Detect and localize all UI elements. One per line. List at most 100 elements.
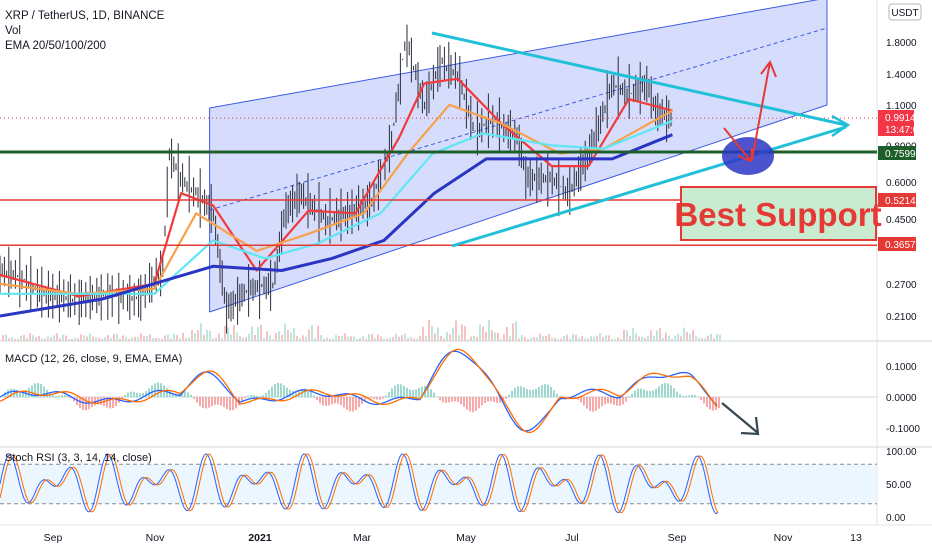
time-axis[interactable]: Sep Nov 2021 Mar May Jul Sep Nov 13 [44, 532, 862, 544]
svg-text:0.3657: 0.3657 [885, 240, 916, 251]
volume-bar [191, 330, 193, 341]
macd-histogram-bar [442, 397, 444, 403]
volume-bar [137, 337, 139, 341]
macd-histogram-bar [493, 397, 495, 403]
volume-bar [584, 338, 586, 341]
price-axis[interactable]: 1.80001.40001.10000.80000.60000.45000.37… [886, 38, 917, 323]
price-axis-label: 1.1000 [886, 101, 917, 112]
red-level-tag-1: 0.5214 [878, 193, 916, 207]
channel-lower-line[interactable] [209, 104, 828, 313]
macd-histogram-bar [16, 390, 18, 398]
macd-histogram-bar [616, 397, 618, 406]
volume-bar [518, 338, 520, 341]
volume-bar [284, 323, 286, 341]
macd-histogram-bar [598, 397, 600, 409]
volume-bar [188, 337, 190, 341]
volume-bar [185, 338, 187, 341]
volume-bar [203, 334, 205, 341]
volume-bar [17, 338, 19, 341]
volume-bar [287, 329, 289, 341]
volume-bar [425, 335, 427, 341]
volume-bar [176, 335, 178, 341]
volume-bar [692, 329, 694, 341]
macd-histogram-bar [412, 390, 414, 398]
volume-bar [707, 335, 709, 341]
ema-line-ema20 [0, 77, 673, 298]
volume-legend[interactable]: Vol [5, 25, 21, 37]
macd-histogram-bar [310, 391, 312, 398]
volume-bar [503, 334, 505, 341]
macd-histogram-bar [475, 397, 477, 411]
macd-histogram-bar [430, 389, 432, 398]
volume-bar [257, 327, 259, 341]
volume-bar [623, 329, 625, 341]
channel-mid-line[interactable] [209, 27, 828, 211]
macd-histogram-bar [100, 397, 102, 405]
best-support-box[interactable]: Best Support [674, 186, 882, 241]
volume-bar [602, 337, 604, 341]
trendlines[interactable] [431, 31, 851, 248]
volume-bar [677, 333, 679, 341]
macd-histogram-bar [409, 389, 411, 398]
volume-bar [638, 336, 640, 341]
macd-histogram-bar [130, 391, 132, 398]
macd-histogram-bar [7, 389, 9, 398]
regression-channel[interactable] [209, 0, 828, 313]
red-arrow-down[interactable] [723, 127, 751, 161]
macd-histogram-bar [643, 389, 645, 398]
drawn-arrows[interactable] [721, 59, 777, 436]
volume-bar [323, 338, 325, 341]
macd-histogram-bar [676, 391, 678, 398]
volume-bar [371, 334, 373, 341]
volume-bar [320, 335, 322, 341]
macd-down-arrow[interactable] [721, 402, 759, 434]
volume-bar [509, 336, 511, 341]
macd-histogram-bar [319, 397, 321, 404]
volume-bar [14, 338, 16, 341]
macd-histogram-bar [244, 397, 246, 399]
ema-legend[interactable]: EMA 20/50/100/200 [5, 40, 106, 52]
volume-bar [224, 325, 226, 341]
volume-bar [98, 337, 100, 341]
macd-histogram-bar [622, 397, 624, 405]
macd-histogram-bar [253, 395, 255, 398]
volume-bar [494, 332, 496, 341]
ascending-trendline[interactable] [451, 125, 847, 248]
currency-badge[interactable]: USDT [888, 3, 922, 21]
macd-histogram-bar [523, 387, 525, 398]
volume-bar [305, 336, 307, 341]
macd-histogram-bar [388, 392, 390, 398]
time-axis-label: 13 [850, 532, 862, 544]
stoch-d-line [0, 453, 719, 514]
volume-bar [452, 327, 454, 341]
price-axis-label: 0.2700 [886, 280, 917, 291]
volume-bar [110, 338, 112, 341]
macd-histogram-bar [436, 396, 438, 398]
volume-bar [260, 324, 262, 341]
volume-bar [77, 338, 79, 341]
macd-histogram-bar [322, 397, 324, 406]
macd-histogram-bar [172, 392, 174, 398]
macd-histogram-bar [556, 393, 558, 398]
volume-bar [41, 338, 43, 341]
macd-histogram-bar [355, 397, 357, 410]
volume-bar [146, 335, 148, 341]
macd-histogram-bar [358, 397, 360, 408]
macd-histogram-bar [193, 397, 195, 399]
macd-histogram-bar [454, 397, 456, 402]
macd-title[interactable]: MACD (12, 26, close, 9, EMA, EMA) [5, 353, 182, 365]
volume-bar [482, 326, 484, 341]
volume-bar [383, 338, 385, 341]
volume-bar [380, 336, 382, 341]
macd-histogram-bar [31, 385, 33, 398]
volume-bar [527, 338, 529, 341]
volume-bar [80, 334, 82, 341]
macd-histogram-bar [628, 397, 630, 398]
volume-bar [626, 330, 628, 341]
macd-histogram-bar [589, 397, 591, 411]
stoch-rsi-title[interactable]: Stoch RSI (3, 3, 14, 14, close) [5, 452, 152, 464]
red-arrow-up[interactable] [751, 61, 771, 161]
descending-trendline[interactable] [431, 31, 847, 127]
symbol-title[interactable]: XRP / TetherUS, 1D, BINANCE [5, 10, 165, 22]
macd-histogram-bar [505, 397, 507, 399]
